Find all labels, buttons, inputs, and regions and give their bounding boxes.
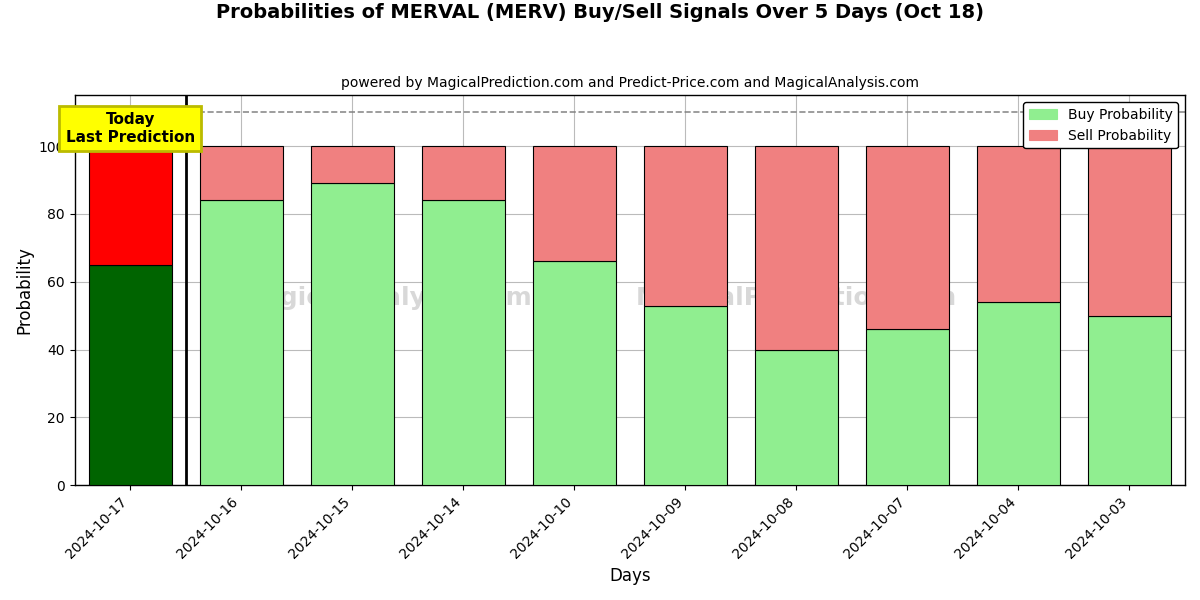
Bar — [643, 146, 727, 305]
Bar — [1088, 146, 1171, 316]
Bar — [865, 329, 949, 485]
Legend: Buy Probability, Sell Probability: Buy Probability, Sell Probability — [1024, 102, 1178, 148]
Bar — [977, 146, 1060, 302]
Text: MagicalPrediction.com: MagicalPrediction.com — [636, 286, 958, 310]
Bar — [199, 146, 283, 200]
Bar — [865, 146, 949, 329]
Bar — [755, 350, 838, 485]
Text: MagicalAnalysis.com: MagicalAnalysis.com — [239, 286, 533, 310]
Text: Probabilities of MERVAL (MERV) Buy/Sell Signals Over 5 Days (Oct 18): Probabilities of MERVAL (MERV) Buy/Sell … — [216, 3, 984, 22]
Bar — [89, 146, 172, 265]
Bar — [643, 305, 727, 485]
Bar — [1088, 316, 1171, 485]
Bar — [199, 200, 283, 485]
Bar — [311, 184, 394, 485]
Bar — [89, 265, 172, 485]
Y-axis label: Probability: Probability — [16, 247, 34, 334]
Bar — [421, 146, 505, 200]
Bar — [755, 146, 838, 350]
Bar — [421, 200, 505, 485]
Bar — [311, 146, 394, 184]
Bar — [977, 302, 1060, 485]
Title: powered by MagicalPrediction.com and Predict-Price.com and MagicalAnalysis.com: powered by MagicalPrediction.com and Pre… — [341, 76, 919, 90]
Bar — [533, 146, 616, 262]
Bar — [533, 262, 616, 485]
X-axis label: Days: Days — [610, 567, 650, 585]
Text: Today
Last Prediction: Today Last Prediction — [66, 112, 194, 145]
